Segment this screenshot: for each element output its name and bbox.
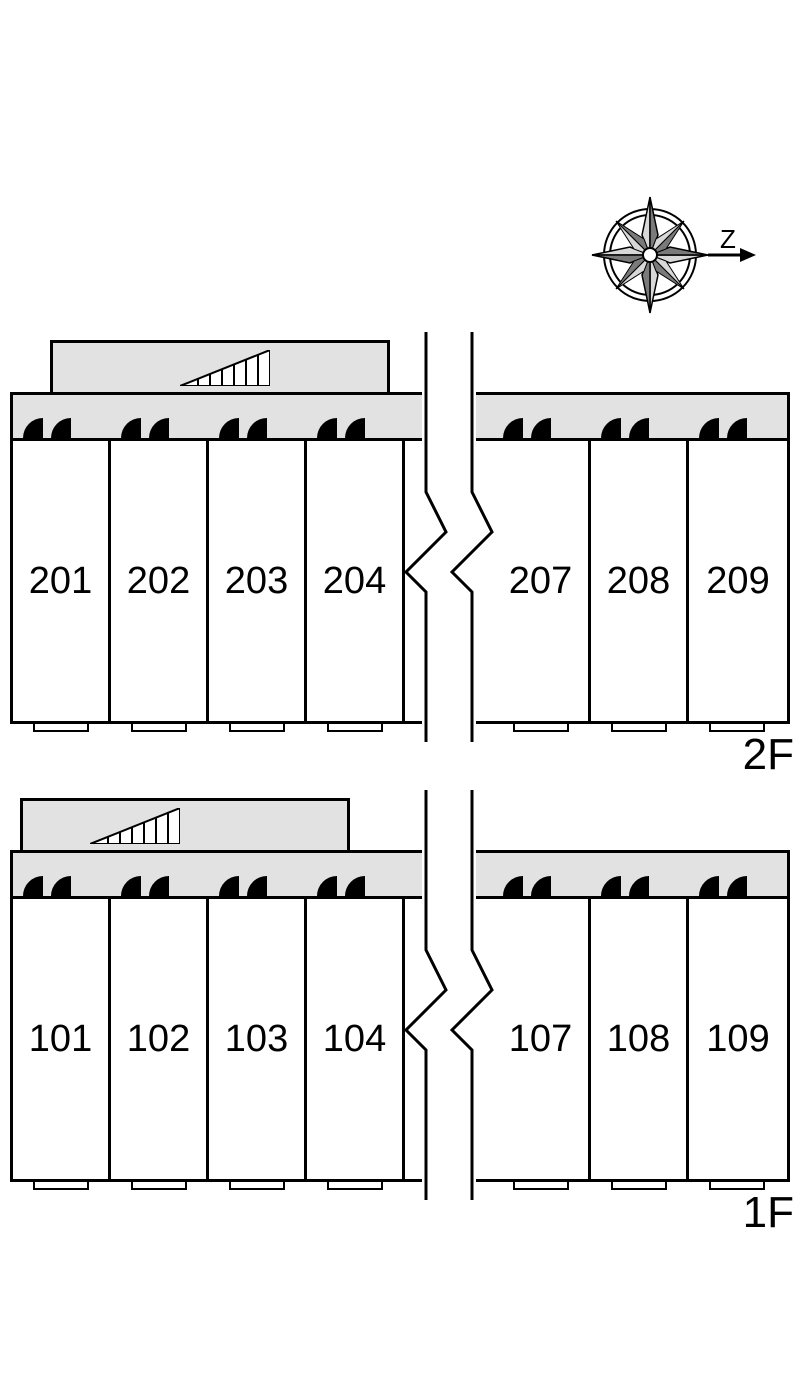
compass-north-arrow: Z	[708, 224, 756, 262]
floor-label-2f: 2F	[743, 730, 794, 780]
unit-label: 204	[323, 560, 386, 603]
door-icon	[699, 418, 719, 438]
door-icon	[317, 418, 337, 438]
door-icon	[51, 418, 71, 438]
window-icon	[327, 722, 383, 732]
break-gap	[405, 899, 493, 1179]
unit-207: 207	[493, 441, 591, 721]
unit-label: 202	[127, 560, 190, 603]
unit-label: 103	[225, 1018, 288, 1061]
entrance-bump-1f	[20, 798, 350, 853]
door-icon	[601, 876, 621, 896]
door-icon	[317, 876, 337, 896]
unit-label: 108	[607, 1018, 670, 1061]
unit-label: 207	[509, 560, 572, 603]
units-row-1f: 101 102 103 104	[10, 896, 790, 1182]
door-icon	[531, 418, 551, 438]
door-icon	[345, 876, 365, 896]
door-icon	[219, 876, 239, 896]
unit-109: 109	[689, 899, 787, 1179]
window-icon	[327, 1180, 383, 1190]
unit-label: 101	[29, 1018, 92, 1061]
door-icon	[149, 418, 169, 438]
door-icon	[23, 876, 43, 896]
door-icon	[629, 418, 649, 438]
door-icon	[629, 876, 649, 896]
door-icon	[531, 876, 551, 896]
unit-208: 208	[591, 441, 689, 721]
door-icon	[727, 418, 747, 438]
unit-203: 203	[209, 441, 307, 721]
unit-label: 203	[225, 560, 288, 603]
floor-2f: 201 202 203 204	[10, 392, 790, 724]
window-icon	[611, 1180, 667, 1190]
door-icon	[247, 876, 267, 896]
unit-204: 204	[307, 441, 405, 721]
window-icon	[33, 722, 89, 732]
break-gap	[405, 441, 493, 721]
window-icon	[229, 1180, 285, 1190]
unit-label: 201	[29, 560, 92, 603]
window-icon	[33, 1180, 89, 1190]
unit-104: 104	[307, 899, 405, 1179]
units-row-2f: 201 202 203 204	[10, 438, 790, 724]
unit-102: 102	[111, 899, 209, 1179]
door-icon	[503, 418, 523, 438]
unit-101: 101	[13, 899, 111, 1179]
unit-label: 209	[706, 560, 769, 603]
door-icon	[727, 876, 747, 896]
unit-209: 209	[689, 441, 787, 721]
compass-rose: Z	[590, 180, 760, 330]
floor-plan-canvas: Z 201 202	[0, 0, 800, 1381]
door-icon	[219, 418, 239, 438]
unit-label: 109	[706, 1018, 769, 1061]
unit-103: 103	[209, 899, 307, 1179]
door-icon	[601, 418, 621, 438]
unit-label: 208	[607, 560, 670, 603]
door-icon	[121, 418, 141, 438]
door-icon	[503, 876, 523, 896]
window-icon	[229, 722, 285, 732]
window-icon	[131, 722, 187, 732]
door-icon	[121, 876, 141, 896]
window-icon	[131, 1180, 187, 1190]
door-icon	[247, 418, 267, 438]
window-icon	[513, 1180, 569, 1190]
unit-202: 202	[111, 441, 209, 721]
unit-label: 102	[127, 1018, 190, 1061]
stairs-icon	[90, 808, 180, 844]
unit-label: 104	[323, 1018, 386, 1061]
door-icon	[699, 876, 719, 896]
unit-107: 107	[493, 899, 591, 1179]
unit-201: 201	[13, 441, 111, 721]
door-icon	[345, 418, 365, 438]
floor-label-1f: 1F	[743, 1188, 794, 1238]
door-icon	[149, 876, 169, 896]
floor-1f: 101 102 103 104	[10, 850, 790, 1182]
unit-108: 108	[591, 899, 689, 1179]
window-icon	[611, 722, 667, 732]
door-icon	[23, 418, 43, 438]
compass-label: Z	[720, 224, 736, 254]
window-icon	[513, 722, 569, 732]
door-icon	[51, 876, 71, 896]
unit-label: 107	[509, 1018, 572, 1061]
stairs-icon	[180, 350, 270, 386]
